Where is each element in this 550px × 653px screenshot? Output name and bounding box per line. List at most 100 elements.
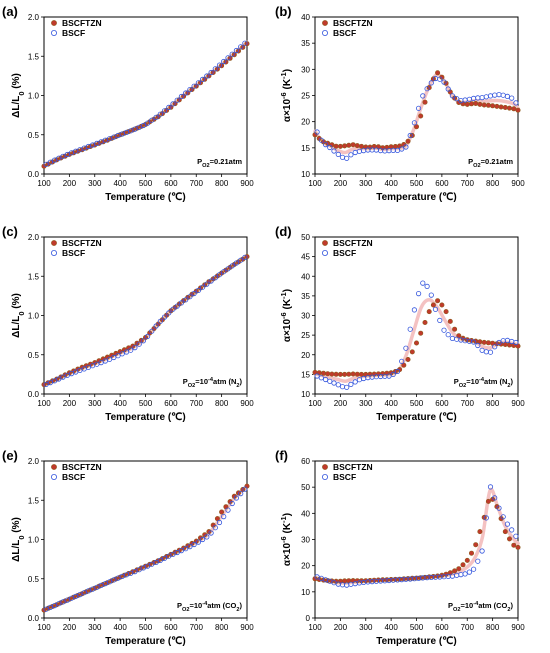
x-tick-label: 900 [240,179,254,188]
data-point [43,161,49,167]
chart-panel-2: 100 200 300 400 500 600 700 800 900 0.0 0.5 1.0 1.5 2… [2,224,254,423]
data-point [157,111,163,117]
data-point [399,146,405,152]
y-axis-title: α×10-6 (K-1) [279,69,294,122]
data-point [346,142,352,148]
data-point [200,284,206,290]
data-point [216,519,223,526]
y-tick-label: 2.0 [28,13,40,22]
x-tick-label: 400 [384,399,398,408]
y-tick-label: 40 [301,509,310,518]
legend-label: BSCF [333,248,356,258]
data-point [327,144,333,151]
data-point [401,362,407,368]
data-point [496,92,502,98]
data-point [221,58,227,65]
x-tick-label: 200 [63,623,77,632]
x-axis-title: Temperature (℃) [105,412,186,423]
data-point [90,142,96,148]
data-point [157,557,163,564]
data-point [441,79,447,85]
data-point [363,371,369,377]
data-point [352,149,358,156]
data-point [405,356,411,362]
data-point [335,151,341,157]
data-point [229,500,235,507]
y-tick-label: 60 [301,457,310,466]
plot-frame [314,236,519,395]
data-point [195,539,201,545]
x-tick-label: 900 [240,399,254,408]
legend-label: BSCFTZN [62,238,102,248]
data-point [344,155,350,161]
data-point [132,568,138,575]
y-tick-label: 35 [301,39,310,48]
data-point [60,599,66,605]
y-tick-label: 2.0 [28,457,40,466]
data-point [225,266,231,272]
data-point [344,384,350,390]
data-point [439,302,445,308]
x-tick-label: 200 [334,399,348,408]
x-tick-label: 100 [37,179,51,188]
data-point [466,569,472,575]
data-point [449,335,455,341]
data-point [432,306,439,312]
legend-label: BSCFTZN [333,462,373,472]
data-point [115,353,121,359]
x-tick-label: 800 [486,179,500,188]
data-point [490,103,496,109]
data-point [157,318,163,324]
data-point [187,294,193,300]
y-tick-label: 1.0 [28,536,40,545]
panel-letter: (c) [2,224,18,239]
data-point [492,344,498,350]
data-point [212,525,218,531]
legend-marker [51,20,57,26]
panel-letter: (a) [2,4,18,19]
condition-annotation: PO2=0.21atm [468,157,513,169]
data-point [221,269,227,275]
y-axis-title: α×10-6 (K-1) [279,289,294,342]
data-point [132,344,138,351]
legend-label: BSCF [333,28,356,38]
data-point [64,151,70,158]
y-tick-label: 1.0 [28,312,40,321]
legend-marker [51,249,58,256]
data-point [225,507,231,513]
legend-marker [322,20,328,26]
x-tick-label: 700 [461,179,475,188]
x-tick-label: 800 [486,399,500,408]
data-point [415,105,422,111]
data-point [483,349,489,355]
series-bscf [314,280,519,390]
y-tick-label: 30 [301,536,310,545]
legend-marker [51,240,57,246]
data-point [314,129,320,135]
x-tick-label: 400 [384,179,398,188]
data-point [187,87,193,93]
data-point [428,292,434,298]
condition-annotation: PO2=10-4atm (CO2) [448,601,514,613]
y-tick-label: 10 [301,588,310,597]
y-tick-label: 2.0 [28,233,40,242]
data-point [409,349,415,355]
series-bscf [43,254,248,387]
data-point [435,298,441,304]
data-point [318,375,324,381]
data-point [56,376,62,382]
data-point [485,498,491,504]
data-point [229,51,235,57]
data-point [513,533,519,539]
y-tick-label: 10 [301,170,310,179]
data-point [348,152,354,158]
data-point [314,373,320,379]
x-tick-label: 400 [384,623,398,632]
y-axis-title: ΔL/L0 (%) [11,73,26,118]
data-point [331,380,337,386]
data-point [128,347,134,353]
x-tick-label: 300 [88,623,102,632]
data-point [56,155,62,161]
x-tick-label: 600 [164,399,178,408]
